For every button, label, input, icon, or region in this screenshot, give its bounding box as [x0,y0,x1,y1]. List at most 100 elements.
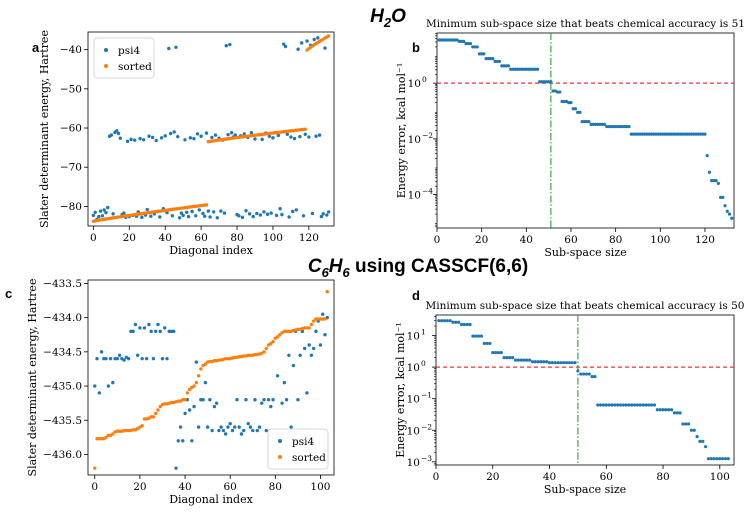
sorted-point [325,289,329,294]
psi4-point [280,212,284,217]
error-point [667,408,671,412]
error-point [513,67,517,71]
sorted-point [154,411,158,416]
error-point [600,122,604,126]
error-point [723,204,727,208]
error-point [643,132,647,136]
x-tick-label: 60 [564,234,577,246]
psi4-point [126,356,131,361]
error-point [545,360,549,364]
psi4-point [140,215,144,220]
legend-marker [278,455,282,459]
psi4-point [226,132,230,137]
psi4-point [208,215,212,219]
error-point [634,132,638,136]
error-point [473,45,477,49]
legend-label-sorted: sorted [118,61,152,73]
error-point [448,38,452,42]
psi4-point [199,134,203,138]
legend-label-sorted: sorted [292,452,326,464]
legend: psi4 sorted [93,37,155,79]
psi4-point [194,360,199,364]
psi4-point [158,215,162,219]
x-tick-label: 60 [600,471,613,483]
error-point [496,350,501,355]
x-tick-label: 100 [710,471,730,483]
psi4-point [190,209,194,214]
error-point [638,403,642,407]
error-point [685,132,689,136]
psi4-point [133,322,138,327]
psi4-point [111,212,115,216]
psi4-point [253,398,257,402]
psi4-point [284,398,289,402]
psi4-point [257,425,262,429]
psi4-point [141,138,146,142]
error-point [621,403,625,407]
psi4-point [267,134,272,138]
error-point [508,356,512,360]
error-point [599,403,603,407]
error-point [654,132,658,136]
error-point [573,107,578,111]
error-point [669,408,674,412]
error-point [520,67,524,71]
error-point [587,372,591,376]
psi4-point [217,428,221,433]
x-tick-label: 60 [194,232,207,244]
psi4-point [118,136,123,140]
sorted-point [140,424,144,428]
y-tick-label: −435.5 [43,415,82,427]
error-point [609,125,613,129]
error-point [445,319,449,323]
error-point [511,356,515,360]
error-point [578,110,582,114]
error-point [625,125,629,129]
psi4-point [147,322,151,327]
psi4-point [122,211,126,215]
psi4-point [299,41,304,45]
error-point [524,67,528,71]
error-point [721,195,725,199]
sorted-point [158,404,162,409]
error-point [547,80,551,84]
x-tick-label: 0 [434,234,441,246]
error-point [477,52,482,56]
error-point [701,132,705,136]
x-tick-label: 40 [543,471,556,483]
psi4-point [194,214,198,218]
top-title: H2O [370,6,406,30]
psi4-point [287,215,291,219]
psi4-point [310,211,315,216]
x-tick-label: 80 [230,232,243,244]
error-point [689,428,694,432]
x-tick-label: 20 [123,232,136,244]
error-point [616,403,620,407]
psi4-point [255,211,259,216]
psi4-point [221,428,226,433]
error-point [562,361,566,365]
error-point [712,179,716,183]
error-point [540,80,544,84]
chart-title: Minimum sub-space size that beats chemic… [426,300,745,312]
legend-label-psi4: psi4 [292,436,314,448]
error-point [509,67,513,71]
error-point [604,403,608,407]
panel-d: Minimum sub-space size that beats chemic… [394,300,744,496]
error-point [607,125,611,129]
error-point [655,408,659,412]
error-point [475,45,479,49]
psi4-point [266,398,271,402]
psi4-point [271,398,275,402]
panel-letter-d: d [412,288,420,303]
psi4-point [165,356,169,361]
error-point [518,67,522,71]
error-point [591,122,595,126]
psi4-point [307,343,311,347]
error-point [579,372,583,376]
x-tick-label: 80 [656,471,669,483]
chart-title: Minimum sub-space size that beats chemic… [426,18,745,30]
error-point [664,408,668,412]
y-tick-label: −433.5 [43,278,82,290]
sorted-point [194,380,199,385]
